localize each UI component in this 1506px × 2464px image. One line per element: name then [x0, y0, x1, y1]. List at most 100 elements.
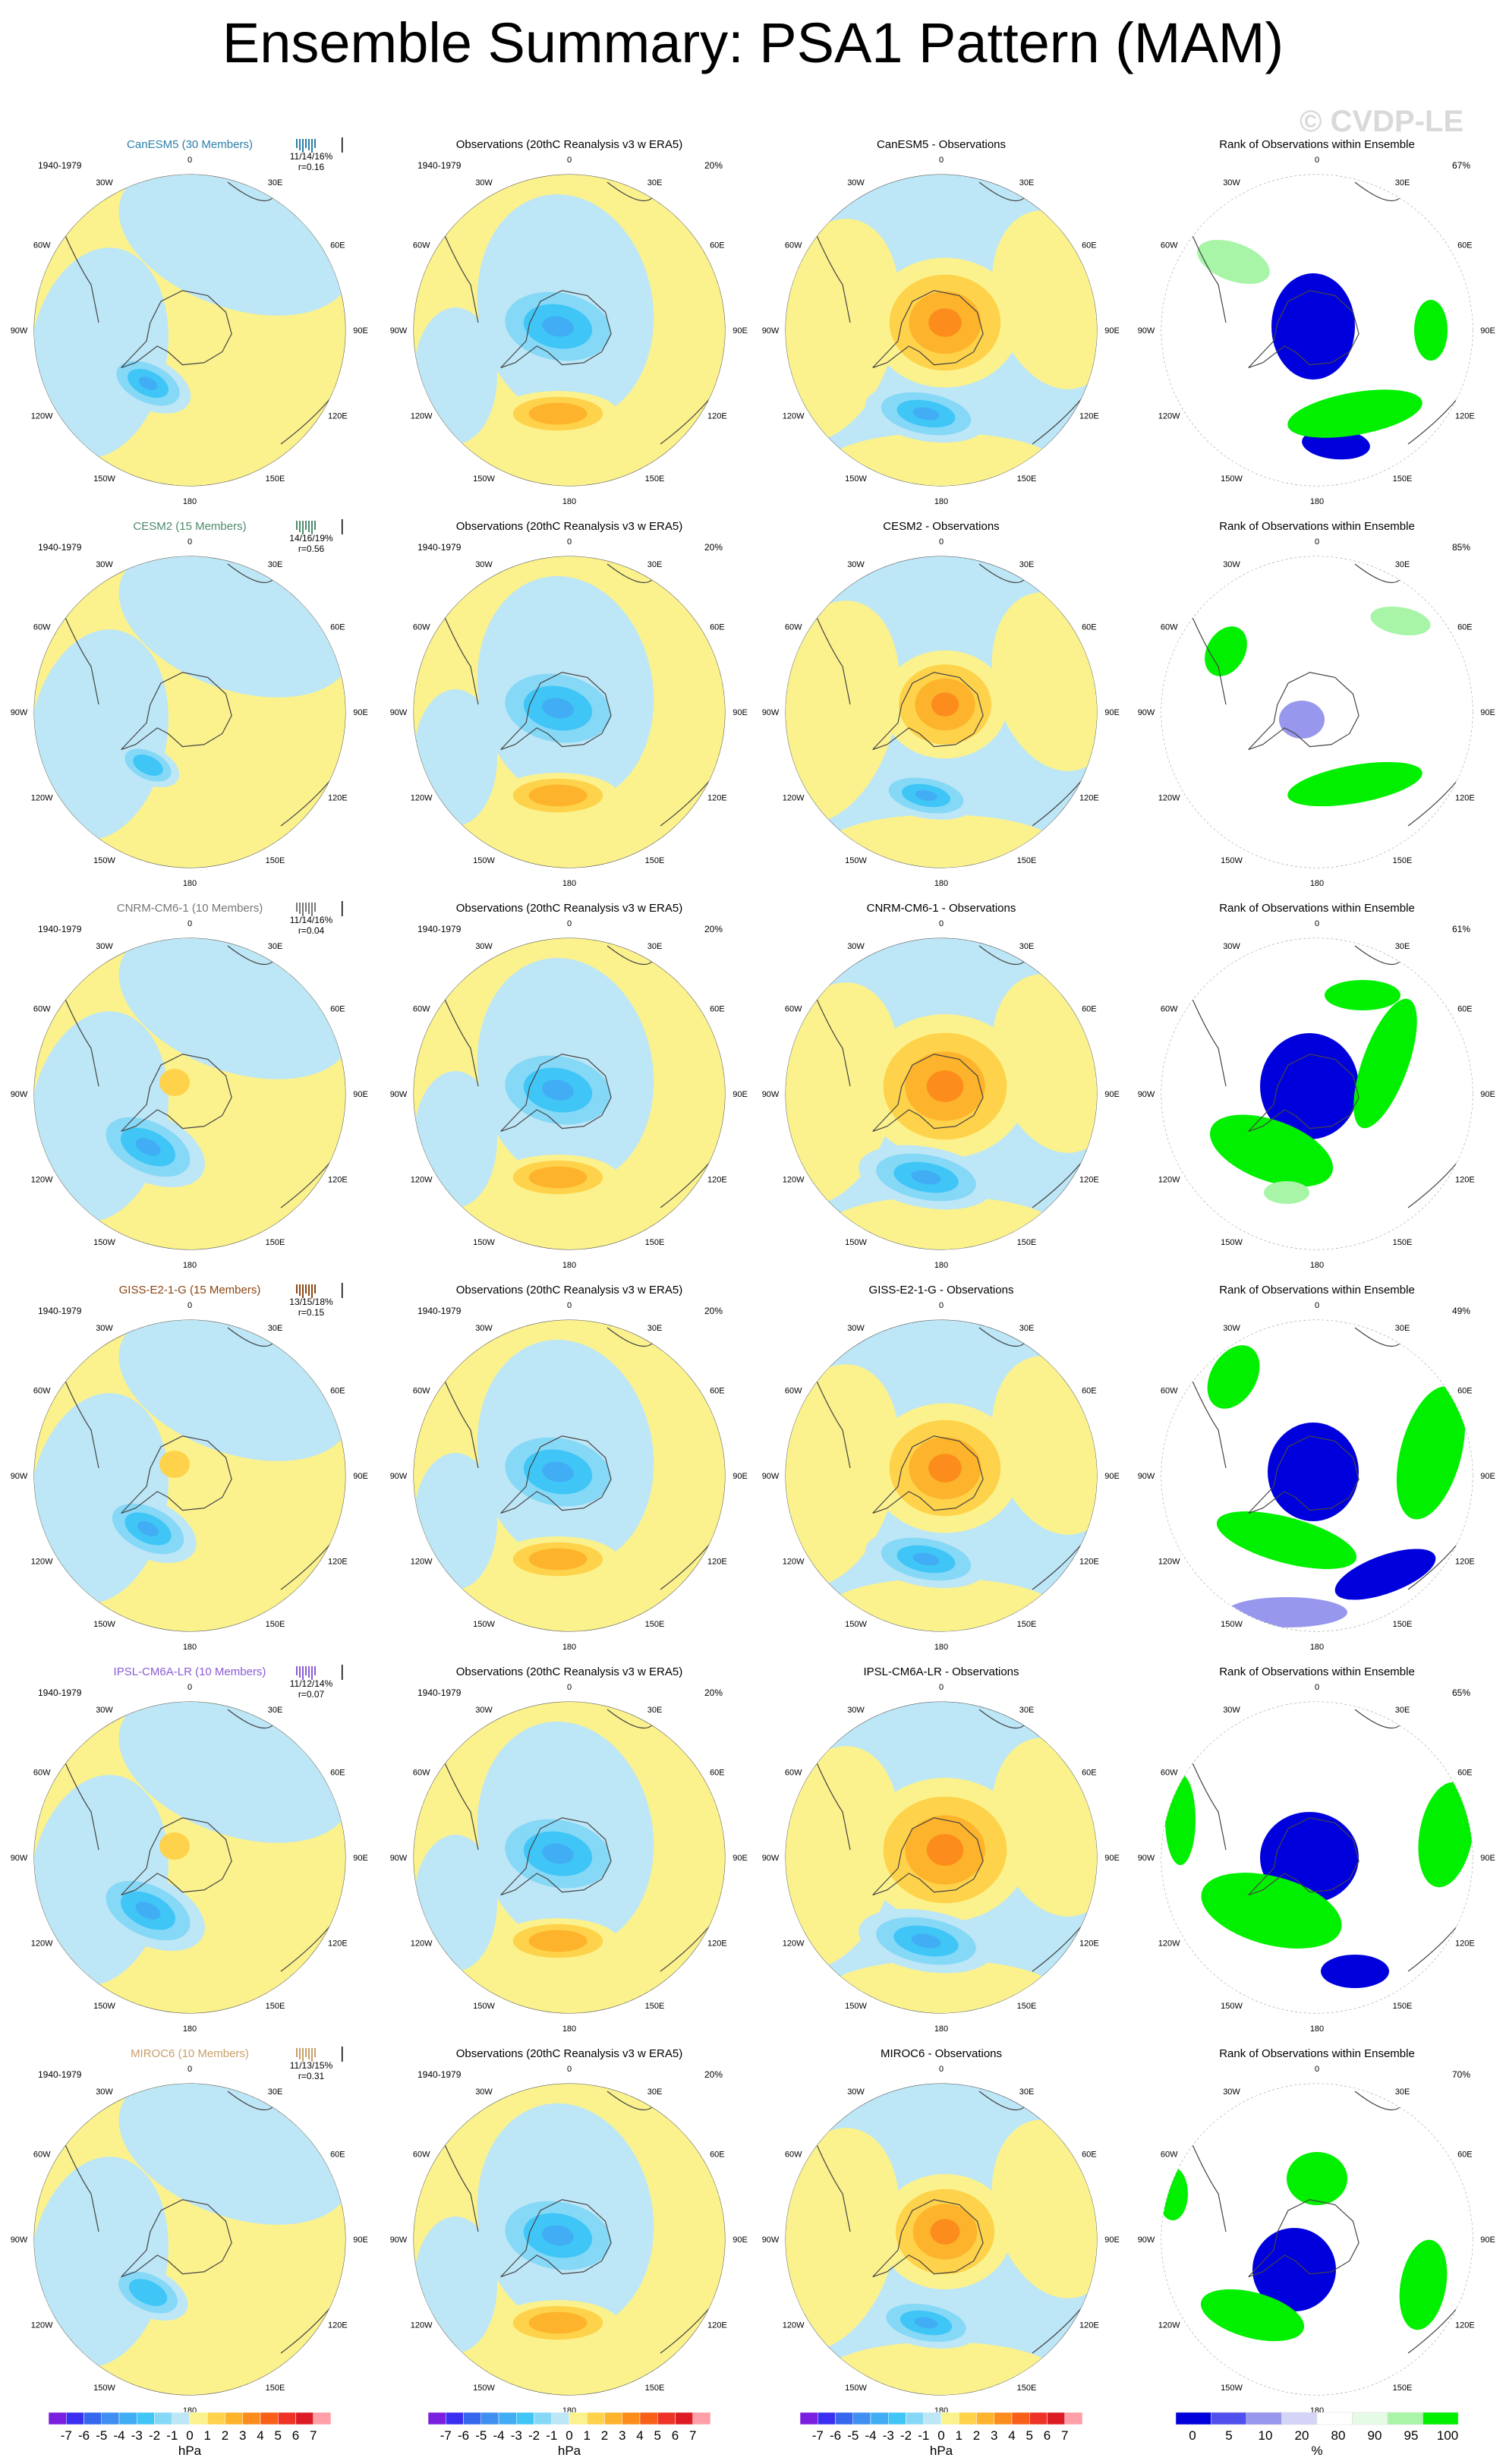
australia-outline: [280, 398, 331, 445]
lon-label: 120W: [411, 1176, 433, 1185]
lon-label: 0: [187, 156, 192, 165]
map-field: [34, 1702, 345, 2013]
page-title: Ensemble Summary: PSA1 Pattern (MAM): [222, 11, 1284, 74]
lon-label: 150W: [93, 1238, 115, 1247]
lon-label: 60W: [33, 1387, 51, 1396]
lon-label: 150W: [1221, 1620, 1243, 1629]
antarctica-outline: [872, 1054, 984, 1132]
colorbar-tick: 1: [956, 2428, 963, 2443]
map-field: [34, 2084, 345, 2395]
antarctica-outline: [121, 1817, 232, 1895]
map-field: [786, 556, 1097, 868]
lon-label: 30W: [1223, 2087, 1240, 2097]
africa-outline: [606, 181, 654, 202]
lon-label: 120E: [707, 794, 727, 803]
colorbar-tick: 7: [689, 2428, 696, 2443]
spread-stats: 11/12/14%: [290, 1678, 333, 1689]
colorbar-tick: 7: [1061, 2428, 1068, 2443]
lon-label: 120W: [411, 1939, 433, 1949]
obs-variance: 20%: [704, 1306, 723, 1316]
lon-label: 90W: [762, 1090, 780, 1099]
africa-outline: [227, 1709, 274, 1729]
lon-label: 120E: [1455, 794, 1475, 803]
lon-label: 150E: [1393, 1620, 1413, 1629]
colorbar-cell: [675, 2412, 693, 2425]
australia-outline: [1407, 1925, 1458, 1972]
lon-label: 30W: [1223, 1706, 1240, 1715]
colorbar-tick: -7: [61, 2428, 72, 2443]
lon-label: 150W: [473, 2002, 495, 2011]
australia-outline: [280, 780, 331, 827]
colorbar-tick: -7: [812, 2428, 824, 2443]
colorbar-cell: [976, 2412, 994, 2425]
spread-tick: [311, 1666, 313, 1680]
rank-region-4: [1334, 1549, 1436, 1600]
lon-label: 180: [1310, 879, 1324, 888]
lon-label: 90E: [1480, 1090, 1495, 1099]
lon-label: 180: [562, 497, 576, 506]
lon-label: 120E: [707, 2321, 727, 2330]
colorbar-tick: 4: [257, 2428, 263, 2443]
pos-center: [159, 1069, 190, 1096]
lon-label: 30E: [647, 560, 663, 569]
lon-label: 30E: [268, 1706, 283, 1715]
spread-tick: [314, 903, 316, 912]
lon-label: 120W: [783, 794, 805, 803]
antarctica-outline: [872, 1435, 984, 1514]
lon-label: 120W: [1158, 1558, 1180, 1567]
lon-label: 30E: [1019, 942, 1035, 951]
colorbar-cell: [1352, 2412, 1388, 2425]
obs-side-region: [414, 1835, 497, 1971]
lon-label: 90W: [762, 708, 780, 717]
map-field: [34, 556, 345, 868]
lon-label: 120W: [1158, 1176, 1180, 1185]
lon-label: 180: [1310, 1261, 1324, 1270]
lon-label: 30W: [475, 560, 493, 569]
pattern-correlation: r=0.16: [298, 162, 325, 172]
lon-label: 180: [183, 2024, 197, 2034]
rank-region-3: [1370, 606, 1431, 636]
rank-region-0: [1205, 626, 1247, 676]
lon-label: 90E: [1104, 326, 1120, 336]
rank-percent: 61%: [1452, 924, 1470, 934]
africa-outline: [1354, 945, 1401, 966]
lon-label: 120W: [411, 794, 433, 803]
obs-pos-center-level-2: [528, 2311, 588, 2334]
obs-side-region: [414, 307, 497, 444]
spread-tick: [308, 139, 310, 150]
africa-outline: [978, 563, 1026, 584]
antarctica-outline: [1248, 1435, 1359, 1514]
lon-label: 60E: [1457, 623, 1473, 632]
lon-label: 30W: [96, 2087, 113, 2097]
lon-label: 150W: [845, 1620, 867, 1629]
lon-label: 90W: [11, 1472, 28, 1481]
lon-label: 60E: [1457, 1005, 1473, 1014]
lon-label: 60W: [33, 1005, 51, 1014]
high-region-2: [34, 629, 169, 840]
lon-label: 120E: [707, 412, 727, 421]
lon-label: 60W: [413, 241, 430, 250]
spread-stats: 11/13/15%: [290, 2060, 333, 2071]
lon-label: 90E: [1480, 2236, 1495, 2245]
colorbar-tick: 0: [186, 2428, 193, 2443]
lon-label: 90W: [11, 326, 28, 336]
diff-title: CanESM5 - Observations: [877, 138, 1006, 151]
lon-label: 150W: [93, 856, 115, 865]
map-field: [786, 175, 1097, 486]
lon-label: 30E: [268, 1324, 283, 1333]
spread-tick: [305, 1284, 307, 1293]
lon-label: 60W: [413, 1769, 430, 1778]
spread-tick: [296, 1284, 298, 1293]
rank-percent: 70%: [1452, 2069, 1470, 2080]
lon-label: 0: [1315, 2065, 1319, 2074]
rank-region-5: [1226, 1597, 1347, 1627]
colorbar-unit: hPa: [930, 2444, 953, 2458]
lon-label: 90W: [390, 1854, 408, 1863]
colorbar-tick: 20: [1295, 2428, 1309, 2443]
colorbar-tick: 1: [584, 2428, 591, 2443]
rank-region-3: [1414, 300, 1448, 361]
lon-label: 180: [183, 1261, 197, 1270]
lon-label: 150W: [93, 2002, 115, 2011]
colorbar-tick: 6: [292, 2428, 299, 2443]
diff-neg-center-level-3: [912, 407, 940, 421]
